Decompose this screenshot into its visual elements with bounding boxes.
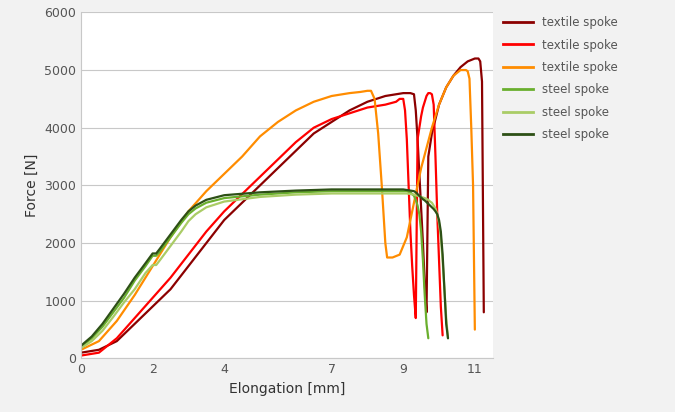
X-axis label: Elongation [mm]: Elongation [mm] xyxy=(229,382,345,396)
Legend: textile spoke, textile spoke, textile spoke, steel spoke, steel spoke, steel spo: textile spoke, textile spoke, textile sp… xyxy=(499,12,623,146)
Y-axis label: Force [N]: Force [N] xyxy=(24,154,38,217)
